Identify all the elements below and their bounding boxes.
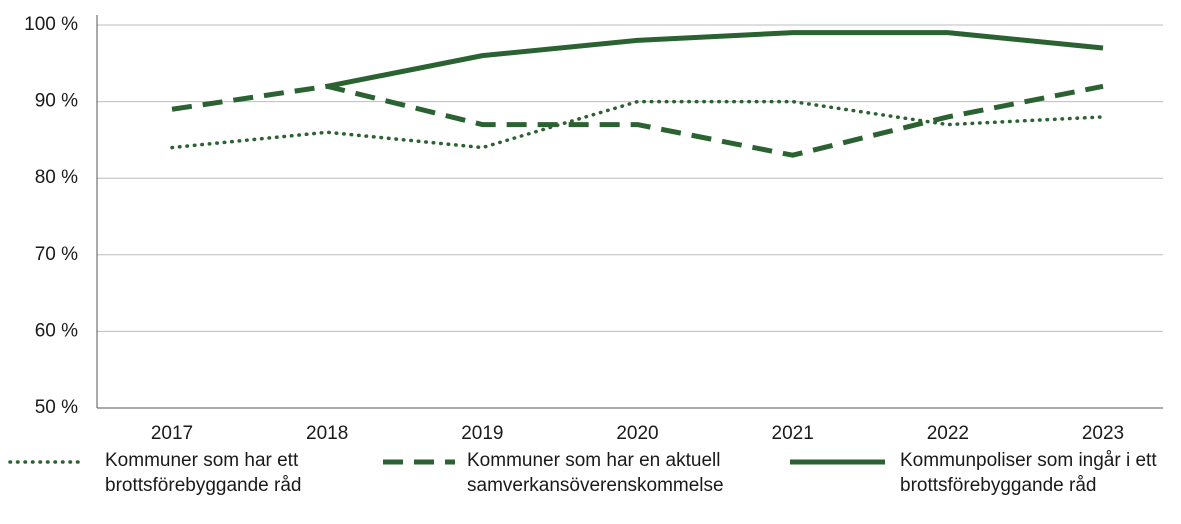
y-tick-label: 50 %: [35, 397, 78, 418]
x-tick-label: 2021: [772, 423, 814, 444]
y-tick-label: 80 %: [35, 167, 78, 188]
legend-label: Kommuner som har en aktuell samverkansöv…: [467, 450, 724, 496]
line-series: [170, 99, 1105, 150]
line-series: [171, 83, 1104, 158]
x-tick-label: 2022: [927, 423, 969, 444]
x-tick-label: 2018: [306, 423, 348, 444]
x-tick-label: 2020: [616, 423, 658, 444]
y-tick-label: 90 %: [35, 91, 78, 112]
x-tick-label: 2017: [151, 423, 193, 444]
y-tick-label: 100 %: [24, 14, 78, 35]
x-tick-label: 2019: [461, 423, 503, 444]
y-tick-label: 60 %: [35, 320, 78, 341]
x-tick-label: 2023: [1082, 423, 1124, 444]
line-series: [326, 30, 1104, 89]
y-tick-label: 70 %: [35, 244, 78, 265]
legend-label: Kommuner som har ett brottsförebyggande …: [105, 450, 302, 496]
legend-label: Kommunpoliser som ingår i ett brottsföre…: [900, 450, 1157, 496]
